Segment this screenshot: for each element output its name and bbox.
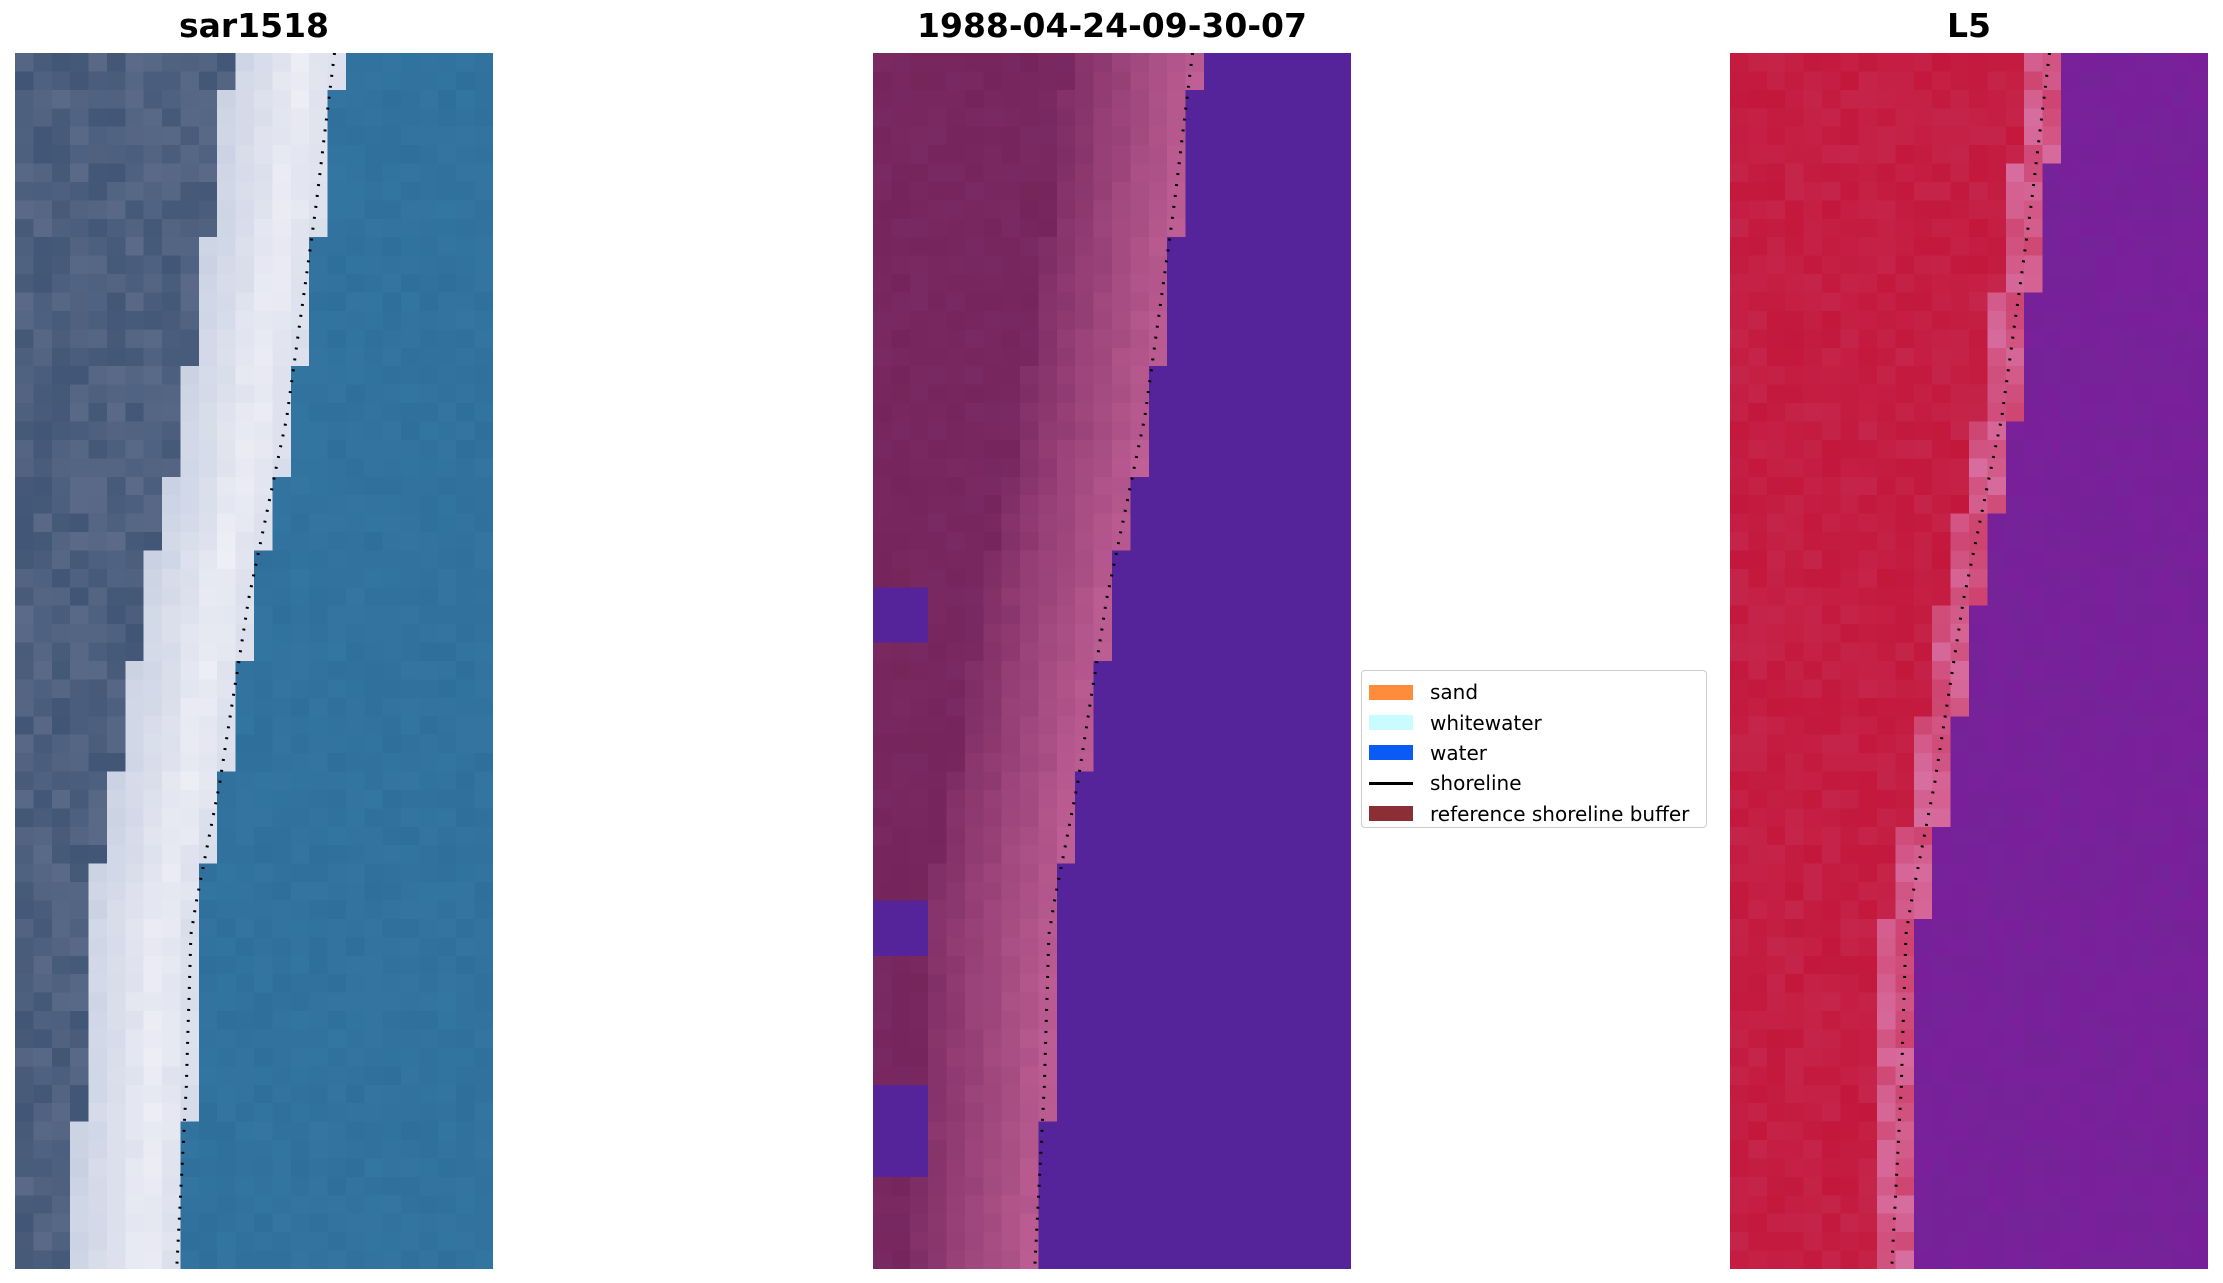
sand-swatch <box>1369 684 1413 700</box>
legend-label: shoreline <box>1430 771 1522 796</box>
title-L5: L5 <box>1947 6 1991 45</box>
rgb-image <box>15 53 493 1269</box>
classified-image <box>873 53 1351 1269</box>
legend: sand whitewater water shoreline referenc… <box>1361 670 1707 828</box>
index-image <box>1730 53 2208 1269</box>
legend-label: whitewater <box>1430 710 1542 735</box>
legend-label: sand <box>1430 680 1479 705</box>
shoreline-dots <box>1890 53 2051 1269</box>
shoreline-overlay-classified <box>1033 53 1194 1269</box>
title-sar1518: sar1518 <box>178 6 330 45</box>
shoreline-dots <box>1033 53 1194 1269</box>
rgb-image-panel <box>15 53 493 1269</box>
legend-item-reference-buffer: reference shoreline buffer <box>1369 799 1706 829</box>
reference-buffer-swatch <box>1369 806 1413 822</box>
shoreline-overlay-index <box>1890 53 2051 1269</box>
legend-item-shoreline: shoreline <box>1369 768 1706 798</box>
shoreline-overlay-rgb <box>175 53 336 1269</box>
legend-label: water <box>1430 740 1487 765</box>
shoreline-line-swatch <box>1369 781 1413 785</box>
legend-item-whitewater: whitewater <box>1369 707 1706 737</box>
index-image-panel <box>1730 53 2208 1269</box>
classified-image-panel <box>873 53 1351 1269</box>
legend-item-sand: sand <box>1369 677 1706 707</box>
legend-item-water: water <box>1369 738 1706 768</box>
shoreline-dots <box>175 53 336 1269</box>
legend-label: reference shoreline buffer <box>1430 801 1690 826</box>
title-date: 1988-04-24-09-30-07 <box>917 6 1307 45</box>
water-swatch <box>1369 745 1413 761</box>
whitewater-swatch <box>1369 715 1413 731</box>
